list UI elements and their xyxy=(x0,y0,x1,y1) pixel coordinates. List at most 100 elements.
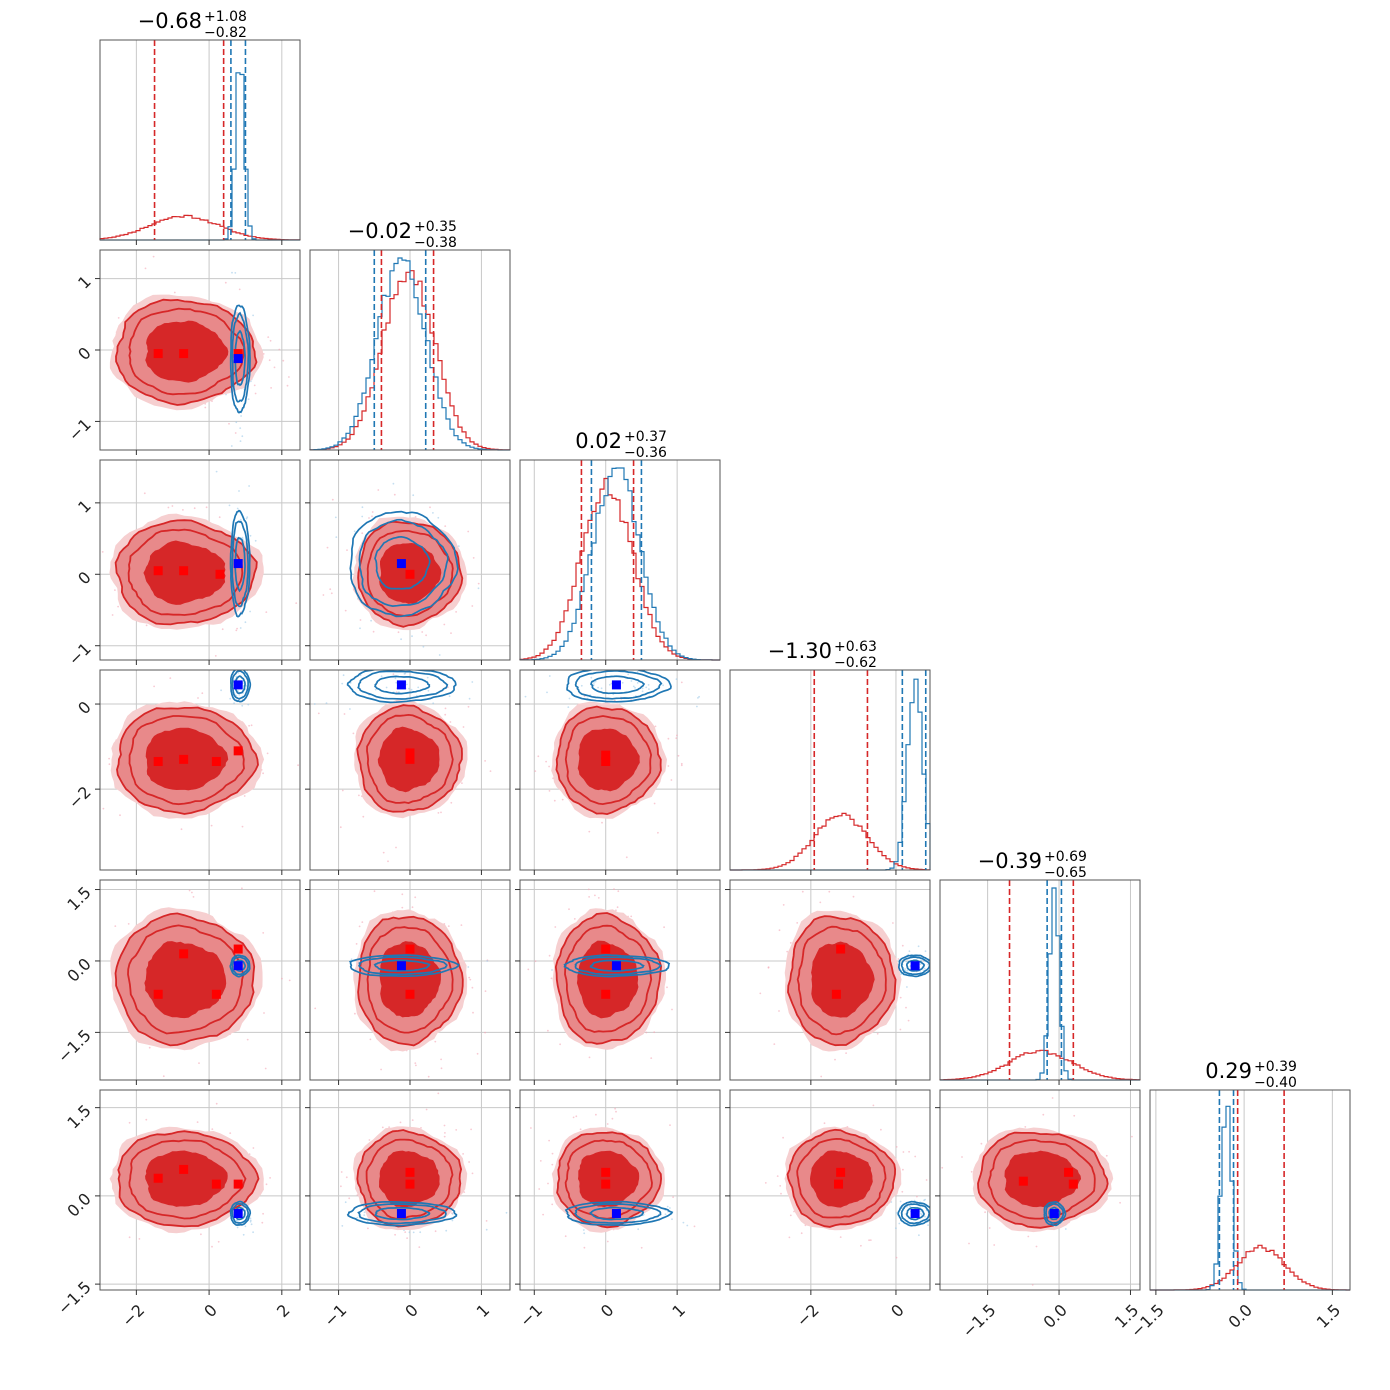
panel-content xyxy=(87,653,299,831)
red-sample-point xyxy=(127,923,130,925)
red-sample-point xyxy=(463,1191,466,1193)
blue-contour-mid xyxy=(231,956,249,976)
red-sample-point xyxy=(87,745,89,747)
red-sample-point xyxy=(472,557,475,559)
blue-sample-point xyxy=(570,655,572,657)
blue-sample-point xyxy=(245,517,248,520)
blue-sample-point xyxy=(412,494,415,497)
red-sample-point xyxy=(778,1010,780,1012)
blue-square-marker xyxy=(396,961,406,971)
red-sample-point xyxy=(538,1188,541,1190)
blue-sample-point xyxy=(408,687,410,690)
red-contour-mid xyxy=(365,1138,454,1220)
blue-sample-point xyxy=(241,536,244,539)
red-sample-point xyxy=(367,1227,369,1230)
blue-histogram xyxy=(730,678,931,871)
red-sample-point xyxy=(201,692,204,695)
red-square-marker xyxy=(211,989,221,999)
red-sample-point xyxy=(268,359,271,362)
blue-sample-point xyxy=(241,704,244,707)
blue-sample-point xyxy=(237,671,240,674)
red-sample-point xyxy=(343,713,346,715)
red-sample-point xyxy=(236,627,239,630)
blue-sample-point xyxy=(457,545,460,547)
blue-sample-point xyxy=(557,664,559,666)
blue-sample-point xyxy=(923,1199,925,1202)
red-sample-point xyxy=(872,1104,875,1107)
blue-sample-point xyxy=(387,661,389,663)
red-sample-point xyxy=(614,1107,616,1110)
red-contour-mid xyxy=(796,925,887,1036)
red-sample-point xyxy=(640,1246,643,1249)
panel-4-2 xyxy=(515,879,721,1085)
red-sample-point xyxy=(670,779,673,781)
blue-sample-point xyxy=(246,516,249,519)
red-sample-point xyxy=(288,979,291,982)
blue-sample-point xyxy=(408,1231,411,1234)
red-sample-point xyxy=(455,1129,458,1131)
blue-sample-point xyxy=(697,697,699,699)
red-sample-point xyxy=(241,825,244,828)
red-sample-point xyxy=(111,614,114,616)
panel-title-lower-error: −0.62 xyxy=(834,655,877,671)
blue-square-marker xyxy=(233,1209,243,1219)
red-sample-point xyxy=(167,506,170,509)
red-sample-point xyxy=(450,801,453,804)
red-sample-point xyxy=(561,798,564,801)
red-sample-point xyxy=(215,1102,218,1105)
x-tick-label: −1.5 xyxy=(959,1300,1000,1341)
red-sample-point xyxy=(675,737,678,740)
red-sample-point xyxy=(677,754,680,757)
blue-sample-point xyxy=(249,1217,252,1220)
red-sample-point xyxy=(368,517,370,519)
red-square-marker xyxy=(405,1167,415,1177)
blue-sample-point xyxy=(429,668,431,670)
red-sample-point xyxy=(228,422,230,425)
red-sample-point xyxy=(601,821,603,824)
red-sample-point xyxy=(568,908,570,911)
red-square-marker xyxy=(601,1179,611,1189)
blue-contour-outer xyxy=(230,670,252,703)
red-sample-point xyxy=(224,281,227,284)
panel-frame xyxy=(519,669,721,871)
red-sample-point xyxy=(548,954,551,957)
red-sample-point xyxy=(382,851,385,854)
red-sample-point xyxy=(447,925,450,927)
red-square-marker xyxy=(179,349,189,359)
blue-sample-point xyxy=(641,690,644,693)
blue-sample-point xyxy=(235,421,238,424)
red-sample-point xyxy=(617,890,620,893)
red-sample-point xyxy=(907,1019,910,1022)
blue-sample-point xyxy=(235,675,238,678)
blue-sample-point xyxy=(548,675,551,677)
red-square-marker xyxy=(153,756,163,766)
red-sample-point xyxy=(680,681,683,684)
blue-sample-point xyxy=(486,960,489,962)
blue-sample-point xyxy=(370,619,372,622)
red-sample-point xyxy=(89,1228,91,1230)
red-sample-point xyxy=(425,634,427,637)
blue-contour-inner xyxy=(589,1206,645,1221)
red-sample-point xyxy=(266,752,269,755)
blue-square-marker xyxy=(233,354,243,364)
red-contour-1sigma xyxy=(378,1150,440,1208)
blue-sample-point xyxy=(295,663,297,665)
blue-sample-point xyxy=(924,1215,926,1218)
red-sample-point xyxy=(534,960,537,963)
blue-square-marker xyxy=(396,680,406,690)
panel-title-value: 0.29 xyxy=(1205,1059,1252,1083)
red-sample-point xyxy=(264,1067,267,1070)
red-sample-point xyxy=(84,1129,86,1131)
y-tick-label: 0.0 xyxy=(63,954,94,985)
blue-sample-point xyxy=(625,665,627,667)
blue-sample-point xyxy=(248,667,250,669)
red-sample-point xyxy=(341,789,344,792)
red-sample-point xyxy=(667,765,670,767)
panel-2-0 xyxy=(95,459,301,665)
panel-content xyxy=(527,888,673,1059)
red-sample-point xyxy=(180,653,182,655)
red-sample-point xyxy=(387,860,389,863)
blue-sample-point xyxy=(448,695,451,698)
red-sample-point xyxy=(437,1092,440,1095)
red-sample-point xyxy=(427,1075,430,1078)
